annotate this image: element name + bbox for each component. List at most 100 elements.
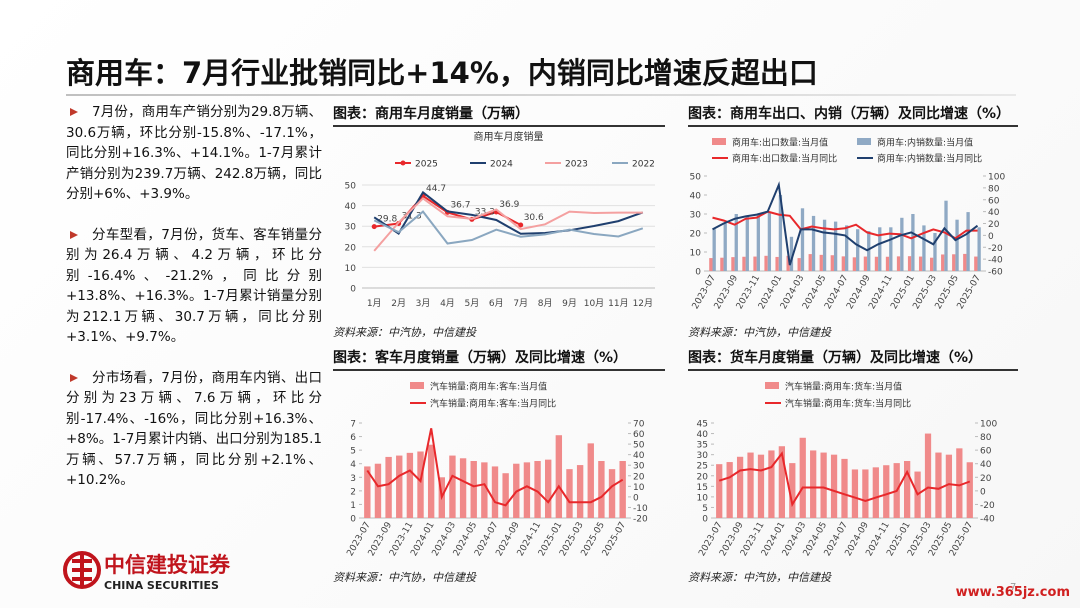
bar bbox=[878, 227, 882, 271]
bar bbox=[851, 469, 859, 518]
bar bbox=[753, 256, 757, 271]
legend-label: 2024 bbox=[490, 160, 513, 170]
bar bbox=[963, 253, 967, 271]
line-marker bbox=[371, 224, 377, 230]
bar bbox=[745, 215, 749, 271]
y2-tick-label: 100 bbox=[980, 420, 997, 430]
bar bbox=[800, 208, 805, 271]
y-tick-label: 30 bbox=[690, 211, 702, 221]
y2-tick-label: 70 bbox=[633, 420, 645, 430]
line bbox=[373, 210, 644, 245]
bar bbox=[883, 465, 890, 518]
bar bbox=[459, 458, 467, 518]
bar bbox=[491, 466, 499, 518]
data-label: 36.9 bbox=[499, 200, 519, 210]
y-tick-label: 50 bbox=[690, 173, 702, 183]
y-tick-label: 45 bbox=[697, 420, 708, 430]
data-label: 44.7 bbox=[426, 184, 446, 194]
bar bbox=[867, 231, 871, 271]
y-tick-label: 7 bbox=[350, 420, 356, 430]
bar bbox=[933, 233, 937, 271]
y2-tick-label: 0 bbox=[633, 493, 639, 503]
bar bbox=[830, 454, 838, 518]
y-tick-label: 20 bbox=[690, 230, 702, 240]
line bbox=[366, 428, 624, 507]
bar bbox=[930, 257, 934, 271]
bar bbox=[427, 444, 435, 518]
y2-tick-label: 20 bbox=[633, 472, 645, 482]
y2-tick-label: 20 bbox=[980, 474, 992, 484]
y-tick-label: 40 bbox=[697, 430, 709, 440]
y2-tick-label: 30 bbox=[633, 462, 645, 472]
page-number: 7 bbox=[1010, 582, 1016, 593]
x-tick-label: 12月 bbox=[633, 298, 653, 309]
y-tick-label: 3 bbox=[350, 474, 356, 484]
bar bbox=[896, 256, 901, 271]
legend-label: 商用车:出口数量:当月值 bbox=[732, 137, 828, 149]
chart-heading: 图表：商用车出口、内销（万辆）及同比增速（%） bbox=[688, 105, 1010, 122]
legend-label: 汽车销量:商用车:客车:当月值 bbox=[430, 381, 547, 393]
bar bbox=[974, 256, 978, 271]
bar bbox=[742, 256, 746, 271]
y-tick-label: 10 bbox=[690, 249, 702, 259]
bar bbox=[712, 229, 716, 271]
logo-english: CHINA SECURITIES bbox=[104, 579, 219, 592]
bar bbox=[945, 454, 953, 518]
bar bbox=[720, 257, 724, 271]
bar bbox=[856, 229, 860, 271]
heading-rule bbox=[688, 125, 1018, 127]
bar bbox=[778, 446, 785, 518]
bullet: 分市场看，7月份，商用车内销、出口分别为23万辆、7.6万辆，环比分别-17.4… bbox=[66, 368, 322, 491]
bar bbox=[935, 452, 942, 518]
bar bbox=[922, 225, 926, 271]
bar bbox=[396, 455, 403, 518]
bar bbox=[449, 455, 456, 518]
x-tick-label: 9月 bbox=[562, 298, 577, 309]
bar bbox=[789, 463, 796, 518]
bar bbox=[767, 212, 772, 271]
y-tick-label: 0 bbox=[350, 515, 356, 525]
bar bbox=[523, 462, 531, 518]
data-label: 33.3 bbox=[475, 207, 495, 217]
bullet-list: 7月份，商用车产销分别为29.8万辆、30.6万辆，环比分别-15.8%、-17… bbox=[66, 102, 322, 511]
data-label: 30.6 bbox=[524, 213, 544, 223]
bar bbox=[786, 255, 790, 271]
y-tick-label: 35 bbox=[697, 441, 708, 451]
bar bbox=[874, 256, 879, 271]
y2-tick-label: 60 bbox=[988, 196, 1000, 206]
y-tick-label: 1 bbox=[350, 501, 356, 511]
x-tick-label: 2月 bbox=[391, 298, 406, 309]
bar bbox=[820, 452, 827, 518]
bar bbox=[941, 254, 945, 271]
y-tick-label: 10 bbox=[345, 264, 357, 274]
legend-label: 汽车销量:商用车:货车:当月值 bbox=[785, 381, 902, 393]
bar bbox=[756, 214, 760, 271]
bar bbox=[924, 433, 932, 518]
y-tick-label: 25 bbox=[697, 462, 708, 472]
bullet: 分车型看，7月份，货车、客车销量分别为26.4万辆、4.2万辆，环比分别-16.… bbox=[66, 225, 322, 348]
x-tick-label: 4月 bbox=[440, 298, 455, 309]
line bbox=[718, 451, 971, 508]
bar bbox=[841, 256, 845, 271]
bar bbox=[576, 465, 584, 518]
bar bbox=[417, 451, 424, 518]
bar bbox=[734, 214, 738, 271]
bar bbox=[852, 257, 857, 271]
x-tick-label: 11月 bbox=[608, 298, 628, 309]
y2-tick-label: 80 bbox=[988, 184, 1000, 194]
y2-tick-label: 80 bbox=[980, 433, 992, 443]
line bbox=[712, 181, 979, 266]
bar bbox=[716, 464, 723, 518]
legend-marker bbox=[400, 160, 406, 166]
chart-source: 资料来源：中汽协，中信建投 bbox=[333, 571, 477, 584]
data-label: 29.8 bbox=[377, 215, 397, 225]
y2-tick-label: 60 bbox=[633, 430, 645, 440]
bar bbox=[819, 254, 823, 271]
bar bbox=[775, 256, 779, 271]
bar bbox=[364, 466, 371, 518]
bar bbox=[736, 456, 744, 518]
y2-tick-label: -20 bbox=[633, 515, 648, 525]
logo-name: 中信建投证券 bbox=[104, 553, 231, 577]
x-tick-label: 1月 bbox=[367, 298, 382, 309]
y2-tick-label: -40 bbox=[988, 256, 1003, 266]
